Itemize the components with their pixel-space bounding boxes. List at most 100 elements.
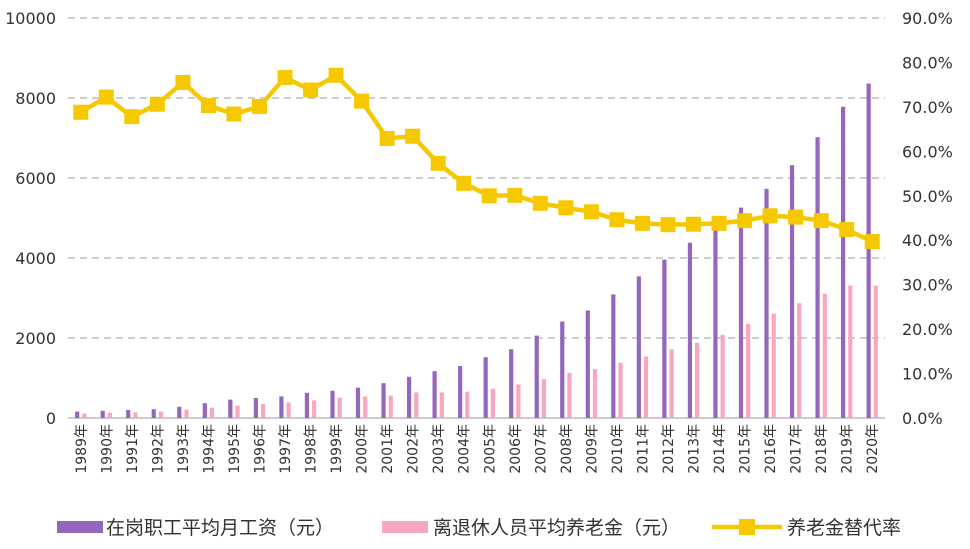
wage-bar xyxy=(253,398,258,418)
replacement-rate-marker xyxy=(686,216,702,232)
replacement-rate-marker xyxy=(788,209,804,225)
wage-bar xyxy=(764,188,769,418)
x-tick-label: 2003年 xyxy=(431,424,447,474)
wage-bar xyxy=(687,242,693,418)
wage-bar xyxy=(713,226,718,418)
wage-bar xyxy=(126,410,131,418)
x-tick-label: 2017年 xyxy=(789,424,805,474)
x-tick-label: 1995年 xyxy=(227,424,243,474)
replacement-rate-line xyxy=(79,73,874,244)
replacement-rate-marker xyxy=(507,187,523,203)
replacement-rate-marker xyxy=(277,70,293,86)
replacement-rate-marker xyxy=(609,212,625,228)
wage-bar xyxy=(458,366,463,418)
replacement-rate-marker xyxy=(737,213,753,229)
replacement-rate-marker xyxy=(303,82,319,98)
x-tick-label: 2002年 xyxy=(406,424,422,474)
wage-bar xyxy=(636,276,641,418)
wage-bar xyxy=(381,383,386,418)
pension-bar xyxy=(746,324,751,418)
pension-bar xyxy=(439,392,444,418)
pension-bar xyxy=(209,407,215,418)
pension-bar xyxy=(822,293,827,418)
replacement-rate-marker xyxy=(762,208,778,224)
replacement-rate-marker xyxy=(481,188,497,204)
pension-bar xyxy=(158,411,164,418)
y-right-tick-label: 40.0% xyxy=(902,231,953,250)
x-tick-label: 2010年 xyxy=(610,424,626,474)
x-tick-label: 1998年 xyxy=(304,424,320,474)
wage-bar xyxy=(151,409,156,418)
replacement-rate-marker xyxy=(405,128,421,144)
wage-bar xyxy=(75,411,80,418)
pension-bar xyxy=(873,285,878,418)
pension-bar xyxy=(337,397,342,418)
pension-bar xyxy=(184,409,189,418)
x-tick-label: 1993年 xyxy=(176,424,192,474)
x-tick-label: 2020年 xyxy=(865,424,881,474)
x-tick-label: 2015年 xyxy=(738,424,754,474)
replacement-rate-marker xyxy=(328,67,344,83)
pension-bar xyxy=(643,356,649,418)
pension-bar xyxy=(516,384,521,418)
x-tick-label: 2007年 xyxy=(533,424,549,474)
y-left-tick-label: 4000 xyxy=(15,249,56,268)
wage-bar xyxy=(100,410,105,418)
x-tick-label: 2019年 xyxy=(840,424,856,474)
replacement-rate-marker xyxy=(149,96,165,112)
pension-bar xyxy=(414,392,419,418)
x-tick-label: 2006年 xyxy=(508,424,524,474)
pension-bar xyxy=(618,362,623,418)
replacement-rate-marker xyxy=(73,104,89,120)
pension-bar xyxy=(133,412,138,418)
x-tick-label: 2013年 xyxy=(687,424,703,474)
legend-swatch-rate-marker xyxy=(739,519,755,535)
x-tick-label: 2011年 xyxy=(635,424,651,474)
wage-bar xyxy=(789,165,795,418)
wage-bar xyxy=(483,357,488,418)
pension-bar xyxy=(286,402,291,418)
y-left-tick-label: 0 xyxy=(46,409,56,428)
wage-bar xyxy=(202,403,207,418)
y-right-tick-label: 70.0% xyxy=(902,98,953,117)
y-right-tick-label: 30.0% xyxy=(902,276,953,295)
x-tick-label: 1999年 xyxy=(329,424,345,474)
x-tick-label: 2000年 xyxy=(355,424,371,474)
wage-bar xyxy=(815,137,820,418)
pension-bar xyxy=(363,396,368,418)
replacement-rate-marker xyxy=(839,222,855,238)
x-tick-label: 2001年 xyxy=(380,424,396,474)
replacement-rate-marker xyxy=(200,98,216,114)
pension-bar xyxy=(592,369,598,418)
y-right-tick-label: 60.0% xyxy=(902,142,953,161)
y-left-tick-label: 2000 xyxy=(15,329,56,348)
pension-bar xyxy=(388,395,393,418)
x-tick-label: 1992年 xyxy=(150,424,166,474)
pension-bar xyxy=(107,412,112,418)
pension-bar xyxy=(669,349,674,418)
legend-swatch-pension xyxy=(382,521,428,533)
wage-bar xyxy=(177,406,182,418)
wage-bar xyxy=(228,399,233,418)
replacement-rate-marker xyxy=(379,130,395,146)
replacement-rate-marker xyxy=(558,200,574,216)
wage-bar xyxy=(662,259,667,418)
replacement-rate-marker xyxy=(583,204,599,220)
legend-label-pension: 离退休人员平均养老金（元） xyxy=(433,517,680,539)
pension-bar xyxy=(82,413,87,418)
pension-bar xyxy=(771,313,776,418)
pension-bar xyxy=(541,379,547,418)
y-left-tick-label: 10000 xyxy=(5,9,56,28)
replacement-rate-marker xyxy=(98,89,114,105)
replacement-rate-marker xyxy=(226,106,242,122)
pension-bar xyxy=(567,372,572,418)
replacement-rate-marker xyxy=(711,215,727,231)
x-tick-label: 2018年 xyxy=(814,424,830,474)
x-tick-label: 2016年 xyxy=(763,424,779,474)
x-tick-label: 2014年 xyxy=(712,424,728,474)
wage-bar xyxy=(611,294,616,418)
y-right-tick-label: 50.0% xyxy=(902,187,953,206)
replacement-rate-marker xyxy=(430,155,446,171)
y-right-tick-label: 20.0% xyxy=(902,320,953,339)
